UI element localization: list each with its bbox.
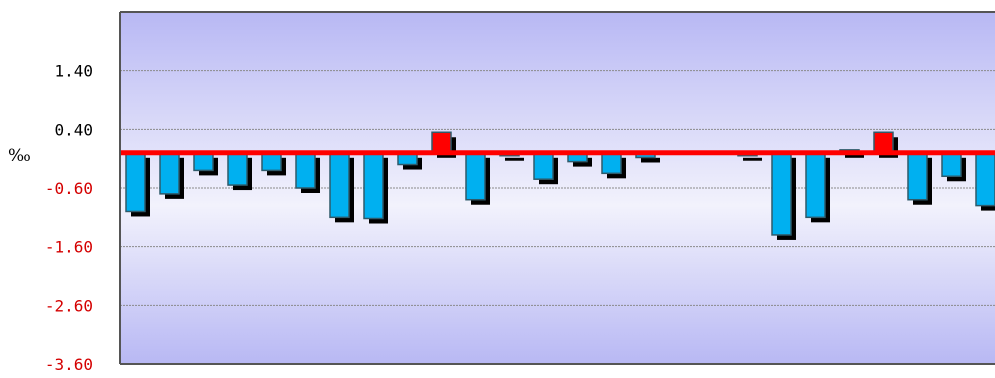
y-tick-label: -1.60 [45,238,93,257]
y-tick-label: -3.60 [45,355,93,374]
bar [193,152,214,172]
bar [227,152,248,186]
bar [873,131,894,154]
y-tick-label: 0.40 [54,120,93,139]
bar-shadow [641,157,660,163]
bar [533,152,554,180]
bar [431,131,452,154]
bar [329,152,350,219]
bar [295,152,316,189]
bar-shadow [743,157,762,161]
bar [907,152,928,201]
bar-shadow [505,157,524,161]
bar [941,152,962,178]
bar [125,152,146,213]
bar [261,152,282,172]
bar [465,152,486,201]
bar-shadow [845,154,864,158]
y-tick-label: -2.60 [45,296,93,315]
y-tick-label: -0.60 [45,179,93,198]
bar [805,152,826,219]
y-axis-unit-label: ‰ [8,146,31,166]
bar [363,152,384,220]
bar [601,152,622,175]
bar [975,152,995,207]
bar [771,152,792,236]
y-tick-label: 1.40 [54,62,93,81]
bar [159,152,180,195]
